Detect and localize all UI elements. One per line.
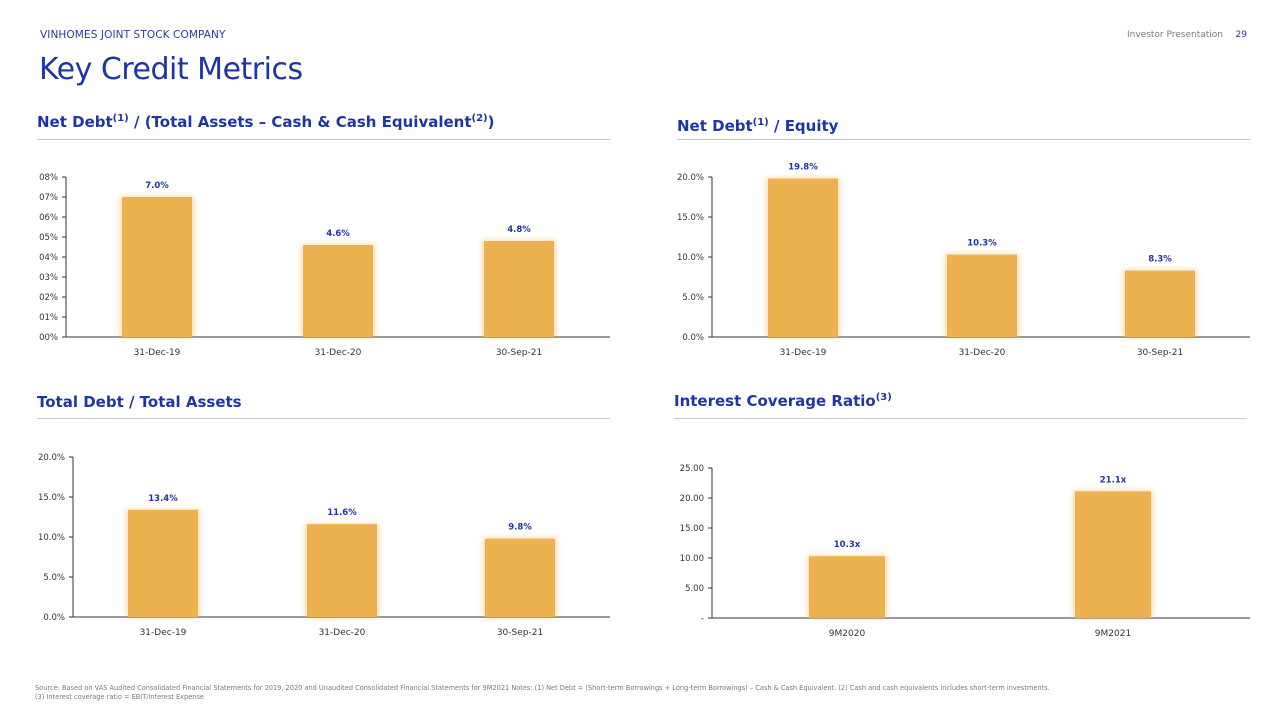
chart3-data-label: 9.8% [508, 523, 532, 533]
chart3-divider [37, 418, 610, 419]
chart1-x-tick-label: 31-Dec-19 [134, 348, 181, 358]
page-title: Key Credit Metrics [39, 52, 303, 87]
chart1-x-tick-label: 31-Dec-20 [315, 348, 362, 358]
chart1-y-tick-label: 03% [39, 273, 58, 283]
chart2-bar [1125, 270, 1195, 337]
chart3-y-tick-label: 10.0% [38, 533, 65, 543]
footnote: Source: Based on VAS Audited Consolidate… [35, 684, 1235, 702]
chart2-y-tick-label: 10.0% [677, 253, 704, 263]
chart2-y-tick-label: 0.0% [682, 333, 704, 343]
chart2-y-tick-label: 15.0% [677, 213, 704, 223]
chart2-y-tick-label: 5.0% [682, 293, 704, 303]
footnote-line1: Source: Based on VAS Audited Consolidate… [35, 684, 1050, 692]
chart1-y-tick-label: 01% [39, 313, 58, 323]
chart1-bar [122, 197, 192, 337]
chart3-y-tick-label: 20.0% [38, 453, 65, 463]
chart3-bar [307, 524, 377, 617]
chart1-data-label: 7.0% [145, 181, 169, 191]
chart3-y-tick-label: 0.0% [43, 613, 65, 623]
chart1-y-tick-label: 07% [39, 193, 58, 203]
chart2-divider [677, 139, 1250, 140]
chart4-bar [809, 556, 885, 618]
footnote-line2: (3) Interest coverage ratio = EBIT/Inter… [35, 693, 204, 701]
presentation-label: Investor Presentation [1126, 30, 1223, 40]
chart4-x-tick-label: 9M2021 [1095, 629, 1131, 639]
chart2-bar [768, 178, 838, 337]
chart2-title: Net Debt(1) / Equity [677, 117, 839, 135]
chart1-x-tick-label: 30-Sep-21 [496, 348, 542, 358]
chart1-y-tick-label: 02% [39, 293, 58, 303]
chart3-x-tick-label: 30-Sep-21 [497, 628, 543, 638]
page-number: 29 [1235, 30, 1247, 40]
chart4-divider [674, 418, 1247, 419]
chart2-data-label: 19.8% [788, 163, 818, 173]
company-name: VINHOMES JOINT STOCK COMPANY [40, 29, 226, 41]
chart2-data-label: 10.3% [967, 239, 997, 249]
chart3-bar [128, 509, 198, 617]
chart3-data-label: 11.6% [327, 508, 357, 518]
chart3-y-tick-label: 15.0% [38, 493, 65, 503]
chart1-y-tick-label: 05% [39, 233, 58, 243]
chart4-y-tick-label: - [701, 614, 704, 624]
chart3-data-label: 13.4% [148, 494, 178, 504]
chart1-data-label: 4.8% [507, 225, 531, 235]
chart3-title: Total Debt / Total Assets [37, 393, 242, 411]
chart1-title: Net Debt(1) / (Total Assets – Cash & Cas… [37, 113, 495, 131]
chart1-bar [484, 241, 554, 337]
chart3-bar [485, 538, 555, 617]
chart3-y-tick-label: 5.0% [43, 573, 65, 583]
chart4-data-label: 21.1x [1100, 475, 1127, 485]
chart2-x-tick-label: 31-Dec-20 [959, 348, 1006, 358]
chart1-divider [37, 139, 610, 140]
chart2-x-tick-label: 30-Sep-21 [1137, 348, 1183, 358]
chart2-y-tick-label: 20.0% [677, 173, 704, 183]
chart4-bar [1075, 491, 1151, 618]
chart4-data-label: 10.3x [834, 540, 861, 550]
chart3-x-tick-label: 31-Dec-20 [319, 628, 366, 638]
chart1-y-tick-label: 00% [39, 333, 58, 343]
chart2-bar [947, 254, 1017, 337]
chart1-y-tick-label: 06% [39, 213, 58, 223]
chart4-y-tick-label: 5.00 [685, 584, 704, 594]
chart1-bar [303, 245, 373, 337]
chart1-data-label: 4.6% [326, 229, 350, 239]
chart1-y-tick-label: 08% [39, 173, 58, 183]
chart2-data-label: 8.3% [1148, 255, 1172, 265]
chart1-y-tick-label: 04% [39, 253, 58, 263]
chart4-y-tick-label: 25.00 [680, 464, 704, 474]
chart4-x-tick-label: 9M2020 [829, 629, 866, 639]
chart4-title: Interest Coverage Ratio(3) [674, 392, 892, 410]
chart2-x-tick-label: 31-Dec-19 [780, 348, 827, 358]
chart4-y-tick-label: 10.00 [680, 554, 704, 564]
chart3-x-tick-label: 31-Dec-19 [140, 628, 187, 638]
chart4-y-tick-label: 20.00 [680, 494, 704, 504]
chart4-y-tick-label: 15.00 [680, 524, 704, 534]
